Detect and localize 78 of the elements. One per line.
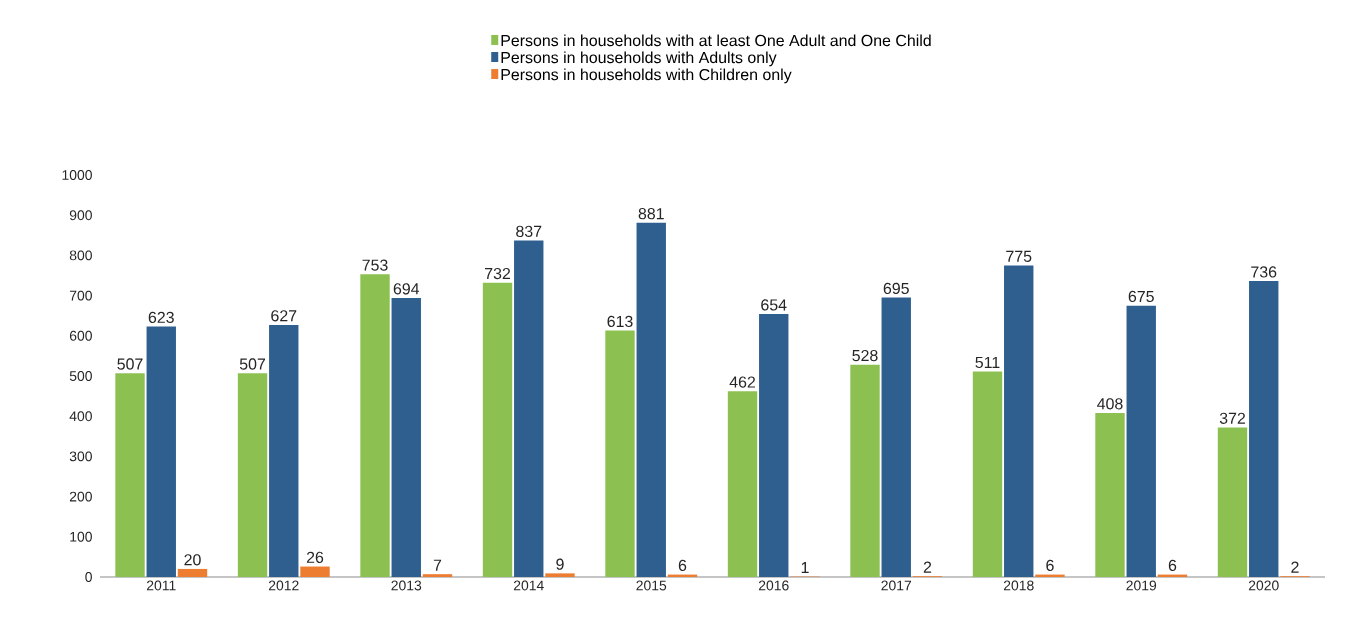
bar (514, 240, 544, 577)
data-label: 507 (117, 358, 143, 370)
x-tick-label: 2015 (636, 580, 667, 591)
data-label: 753 (362, 259, 388, 271)
y-tick-label: 200 (69, 491, 92, 502)
bar (1249, 281, 1279, 577)
data-label: 881 (638, 208, 664, 220)
y-tick-label: 300 (69, 451, 92, 462)
data-label: 736 (1251, 266, 1277, 278)
data-label: 1 (801, 562, 809, 574)
bar (360, 274, 390, 577)
x-tick-label: 2016 (758, 580, 789, 591)
y-tick-label: 500 (69, 371, 92, 381)
y-tick-label: 800 (69, 250, 92, 261)
y-tick-label: 100 (70, 531, 92, 542)
data-label: 26 (306, 551, 324, 564)
data-label: 613 (607, 315, 633, 328)
data-label: 6 (678, 559, 687, 572)
x-tick-label: 2011 (146, 580, 176, 591)
data-label: 528 (852, 349, 878, 362)
x-tick-label: 2018 (1003, 580, 1034, 591)
data-label: 694 (393, 283, 420, 295)
data-label: 462 (729, 376, 755, 388)
x-tick-label: 2013 (391, 580, 422, 591)
legend-label: Persons in households with at least One Adult and One Child (501, 34, 931, 47)
bar (115, 373, 145, 577)
data-label: 837 (516, 225, 542, 237)
bar (1095, 412, 1125, 577)
data-label: 675 (1128, 290, 1154, 303)
bar (972, 371, 1003, 577)
y-tick-label: 900 (69, 210, 92, 221)
bar (545, 573, 575, 577)
data-label: 511 (975, 356, 1000, 369)
y-tick-label: 400 (69, 411, 92, 422)
legend-label: Persons in households with Children only (501, 68, 792, 84)
data-label: 408 (1097, 398, 1123, 410)
bar (605, 330, 635, 577)
bar (1004, 265, 1034, 577)
bar (1126, 305, 1156, 577)
y-tick-label: 1000 (62, 170, 92, 180)
data-label: 775 (1006, 250, 1032, 262)
y-tick-label: 600 (69, 330, 92, 341)
x-tick-label: 2014 (513, 580, 544, 591)
data-label: 6 (1046, 559, 1054, 572)
data-label: 7 (433, 559, 442, 571)
legend-label: Persons in households with Adults only (501, 51, 777, 67)
y-tick-label: 700 (69, 290, 92, 301)
data-label: 2 (1291, 561, 1299, 573)
data-label: 20 (184, 554, 201, 566)
bar (1217, 427, 1248, 577)
data-label: 627 (271, 310, 297, 322)
data-label: 6 (1168, 559, 1177, 572)
data-label: 9 (556, 558, 564, 570)
x-tick-label: 2012 (268, 580, 299, 591)
data-label: 623 (148, 311, 174, 324)
bar (269, 324, 299, 577)
data-label: 695 (883, 282, 909, 295)
bar (636, 222, 666, 577)
bar (482, 282, 513, 577)
data-label: 372 (1219, 412, 1245, 424)
bar (300, 566, 330, 577)
bar (237, 373, 268, 577)
x-tick-label: 2017 (881, 580, 912, 591)
bar (850, 364, 880, 577)
data-label: 507 (239, 358, 266, 370)
bar (881, 297, 911, 577)
bar (727, 391, 758, 577)
bar (391, 298, 421, 577)
y-tick-label: 0 (85, 572, 92, 582)
x-tick-label: 2020 (1248, 580, 1279, 591)
data-label: 654 (761, 299, 787, 311)
x-tick-label: 2019 (1126, 580, 1157, 591)
bar (759, 314, 789, 577)
bar (422, 574, 453, 577)
bar (177, 568, 208, 577)
bar (146, 326, 176, 577)
data-label: 2 (923, 561, 932, 573)
data-label: 732 (485, 267, 511, 280)
